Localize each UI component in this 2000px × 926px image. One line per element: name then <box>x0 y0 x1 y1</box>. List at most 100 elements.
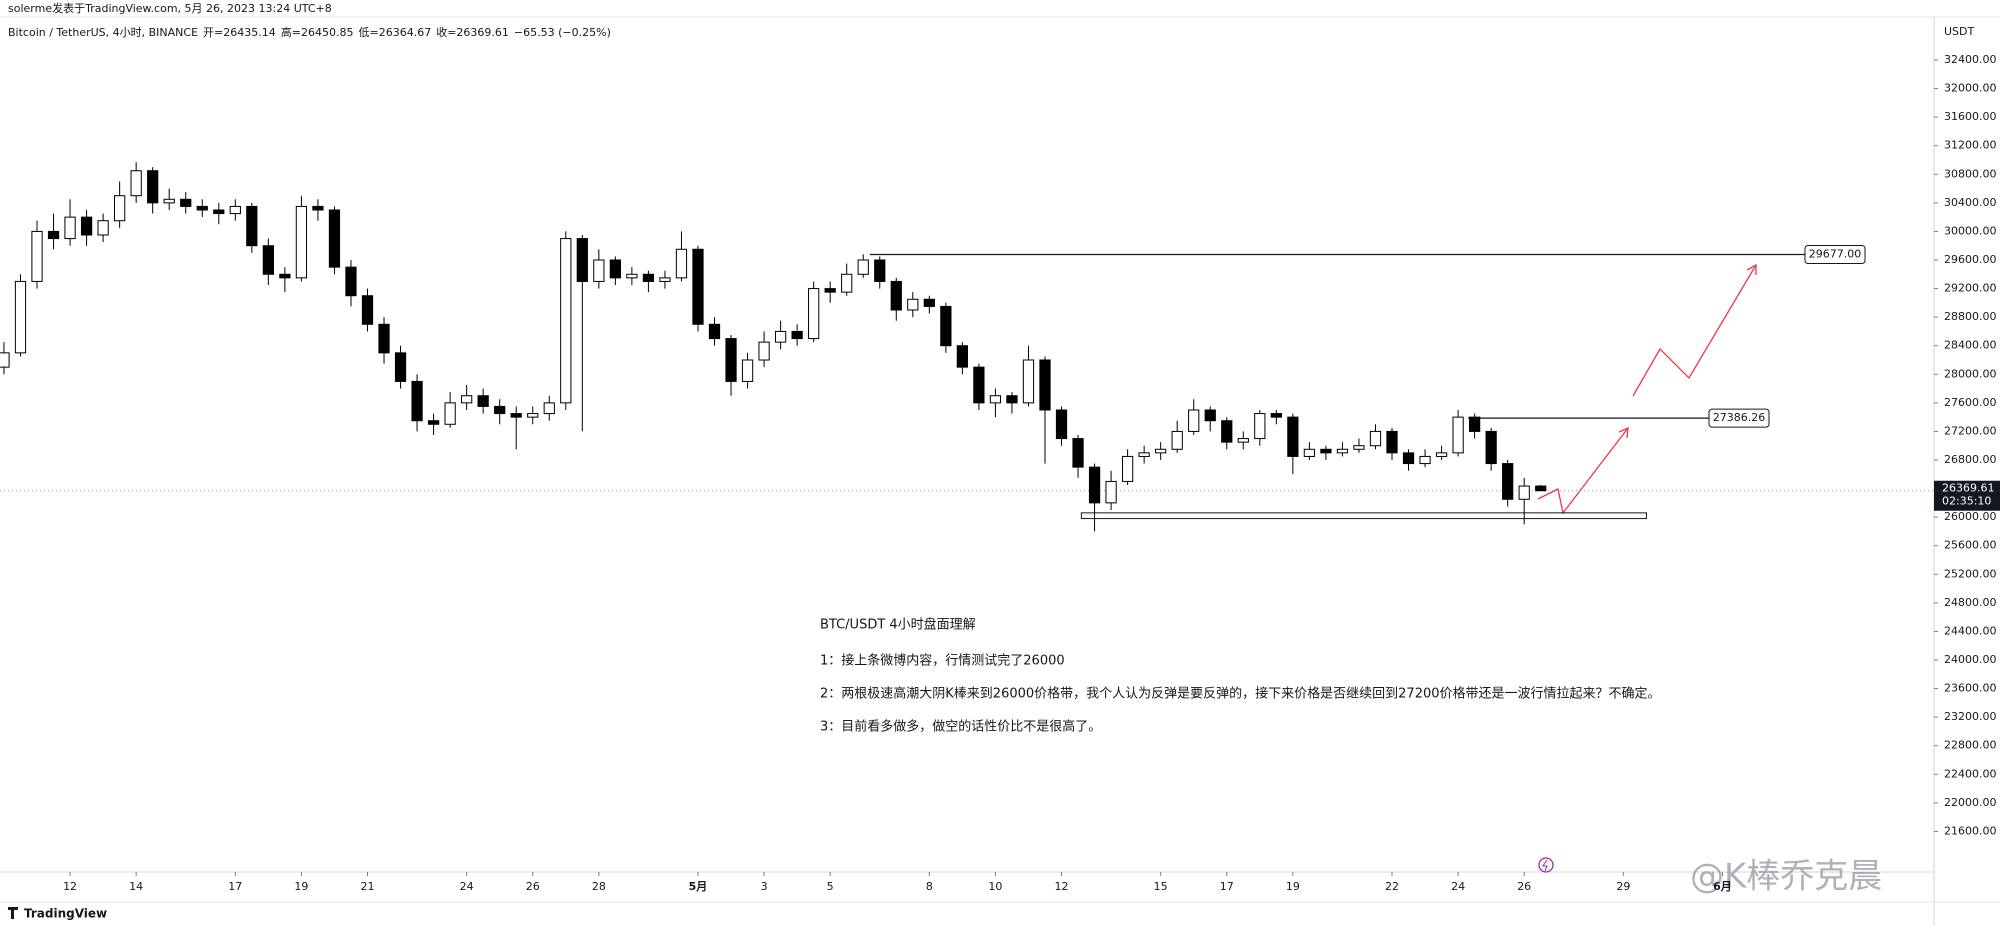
candle-body <box>80 216 93 236</box>
annotation: 3：目前看多做多，做空的话性价比不是很高了。 <box>820 719 1101 735</box>
candle-body <box>890 280 902 311</box>
y-tick-label: 31200.00 <box>1944 139 1997 152</box>
level-label: 27386.26 <box>1713 411 1766 424</box>
candle-body <box>1535 485 1547 492</box>
candle-body <box>1221 420 1233 443</box>
candle-body <box>394 352 407 382</box>
candle-body <box>213 209 225 215</box>
candle-body <box>1320 448 1332 454</box>
candle-body <box>461 395 473 404</box>
logo-mark <box>8 907 18 919</box>
candle-body <box>246 205 258 247</box>
ohlc-value: 26435.14 <box>223 26 276 39</box>
candle-body <box>609 259 621 279</box>
x-tick-label: 19 <box>1286 880 1300 893</box>
candle-body <box>1138 452 1150 457</box>
y-tick-label: 24800.00 <box>1944 596 1997 609</box>
alert-circle[interactable] <box>1538 857 1554 873</box>
candle-body <box>1006 395 1018 404</box>
candle-body <box>1386 430 1398 454</box>
x-tick-label: 8 <box>926 880 933 893</box>
candle-body <box>1204 409 1216 422</box>
candle-body <box>1270 413 1282 418</box>
candle-body <box>130 170 142 197</box>
alert-icon[interactable] <box>1538 857 1554 873</box>
x-tick-label: 5 <box>827 880 834 893</box>
candle-body <box>1254 413 1266 440</box>
candle-body <box>427 420 440 425</box>
y-tick-label: 30800.00 <box>1944 167 1997 180</box>
candle-body <box>675 248 688 279</box>
candle-body <box>725 338 737 382</box>
legend: Bitcoin / TetherUS, 4小时, BINANCE 开=26435.… <box>8 25 611 39</box>
price-label: 26369.61 <box>1942 482 1995 495</box>
candle-body <box>345 266 357 297</box>
y-tick-label: 21600.00 <box>1944 824 1997 837</box>
x-tick-label: 6月 <box>1713 880 1732 893</box>
y-tick-label: 28400.00 <box>1944 339 1997 352</box>
candle-body <box>940 305 952 347</box>
x-tick-label: 12 <box>63 880 77 893</box>
y-tick-label: 31600.00 <box>1944 110 1997 123</box>
candle-body <box>774 330 787 343</box>
level-label: 29677.00 <box>1809 248 1862 261</box>
candle-body <box>1485 430 1497 465</box>
candle-body <box>1287 416 1299 457</box>
candle-body <box>477 395 489 407</box>
ohlc-value: 26369.61 <box>456 26 509 39</box>
candle-body <box>1452 416 1464 454</box>
y-tick-label: 24400.00 <box>1944 624 1997 637</box>
y-tick-label: 27600.00 <box>1944 396 1997 409</box>
candle-body <box>31 230 43 282</box>
y-tick-label: 30400.00 <box>1944 196 1997 209</box>
x-tick-label: 21 <box>360 880 374 893</box>
candle-body <box>841 273 853 293</box>
candle-body <box>312 205 324 211</box>
candle-body <box>708 323 721 340</box>
candle-body <box>1188 409 1200 432</box>
candle-body <box>907 298 919 311</box>
candle-body <box>1502 463 1514 500</box>
candle-body <box>1055 409 1068 440</box>
candle-body <box>923 298 935 307</box>
watermark: @K棒乔克晨 <box>1690 857 1882 897</box>
y-tick-label: 26800.00 <box>1944 453 1997 466</box>
y-tick-label: 22000.00 <box>1944 796 1997 809</box>
y-tick-label: 29200.00 <box>1944 282 1997 295</box>
x-tick-label: 17 <box>1220 880 1234 893</box>
y-tick-label: 26000.00 <box>1944 510 1997 523</box>
candle-body <box>989 395 1002 404</box>
candle-body <box>527 413 539 418</box>
price-box <box>1934 480 2000 511</box>
candle-body <box>1171 430 1183 450</box>
x-tick-label: 3 <box>761 880 768 893</box>
ohlc-label: 收= <box>436 25 456 39</box>
candle-body <box>47 230 60 240</box>
candle-body <box>1369 430 1382 447</box>
x-tick-label: 22 <box>1385 880 1399 893</box>
candle-body <box>1518 485 1530 500</box>
candle-body <box>1155 448 1167 454</box>
candle-body <box>758 341 770 361</box>
candle-body <box>14 280 27 354</box>
candle-body <box>1072 438 1084 468</box>
x-tick-label: 24 <box>460 880 474 893</box>
y-tick-label: 23600.00 <box>1944 682 1997 695</box>
candle-body <box>1336 448 1349 454</box>
support-zone <box>1080 512 1647 520</box>
candle-body <box>741 359 754 382</box>
author-line: solerme发表于TradingView.com, 5月 26, 2023 1… <box>8 1 332 15</box>
candle-body <box>659 277 671 282</box>
candle-body <box>361 295 374 325</box>
alert-bolt[interactable] <box>1542 859 1548 872</box>
y-tick-label: 23200.00 <box>1944 710 1997 723</box>
candle-body <box>808 288 820 340</box>
x-tick-label: 12 <box>1055 880 1069 893</box>
y-tick-label: 25200.00 <box>1944 567 1997 580</box>
symbol: Bitcoin / TetherUS, 4小时, BINANCE <box>8 26 198 39</box>
candle-body <box>956 345 968 368</box>
candle-body <box>1105 480 1117 504</box>
x-tick-label: 14 <box>129 880 143 893</box>
